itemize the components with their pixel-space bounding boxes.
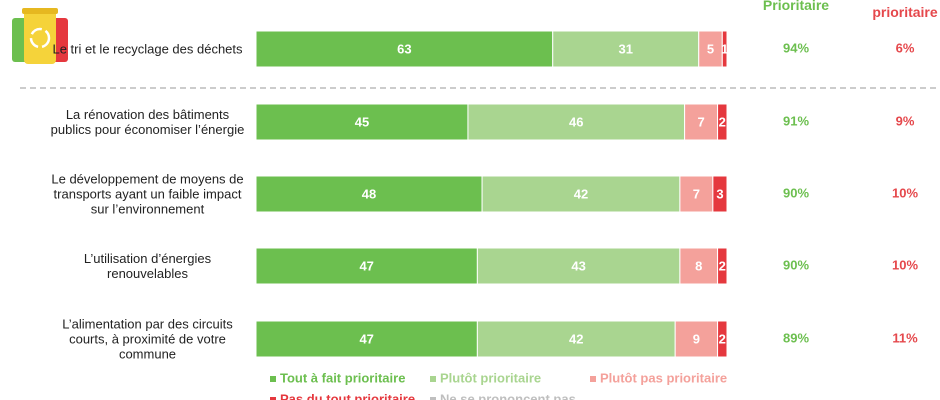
legend-marker [270,376,276,382]
bar-segment [255,30,554,68]
summary-value: 91% [783,113,809,128]
summary-value: 90% [783,185,809,200]
summary-value: 6% [896,40,915,55]
summary-value: 10% [892,257,918,272]
segment-label: 9 [693,331,700,346]
segment-label: 7 [697,114,704,129]
segment-label: 1 [721,41,728,56]
summary-value: 11% [892,330,918,345]
segment-label: 47 [359,258,373,273]
segment-label: 63 [397,41,411,56]
segment-label: 45 [355,114,369,129]
segment-label: 5 [707,41,714,56]
segment-label: 31 [619,41,633,56]
segment-label: 3 [716,186,723,201]
bar-segment [255,320,478,358]
summary-value: 94% [783,40,809,55]
bar-segment [674,320,719,358]
segment-label: 8 [695,258,702,273]
bar-segment [717,247,728,285]
legend-label: Plutôt pas prioritaire [600,370,727,385]
segment-label: 46 [569,114,583,129]
bar-segment [721,30,728,68]
category-label: Le tri et le recyclage des déchets [52,41,243,57]
bar-segment [717,103,728,141]
segment-label: 2 [719,114,726,129]
bar-segment [684,103,719,141]
legend-marker [430,397,436,400]
category-label: L’utilisation d’énergies renouvelables [83,251,212,281]
segment-label: 7 [693,186,700,201]
legend-label: Ne se prononcent pas [440,391,576,400]
segment-label: 2 [719,258,726,273]
segment-label: 48 [362,186,376,201]
category-label: La rénovation des bâtiments publics pour… [50,107,245,137]
segment-label: 42 [569,331,583,346]
recycle-icon [12,8,68,64]
summary-value: 9% [896,113,915,128]
column-header: Pas prioritaire [872,0,938,20]
bar-segment [476,320,676,358]
summary-value: 90% [783,257,809,272]
bar-segment [717,320,728,358]
bar-segment [679,247,719,285]
segment-label: 43 [571,258,585,273]
category-label: L’alimentation par des circuits courts, … [62,316,233,362]
segment-label: 2 [719,331,726,346]
column-header: Prioritaire [762,0,830,13]
summary-value: 89% [783,330,809,345]
summary-value: 10% [892,185,918,200]
bar-segment [255,247,478,285]
bar-segment [255,175,483,213]
bar-segment [255,103,469,141]
legend-label: Tout à fait prioritaire [280,370,405,385]
legend-marker [430,376,436,382]
segment-label: 47 [359,331,373,346]
legend-label: Plutôt prioritaire [440,370,541,385]
bar-segment [679,175,714,213]
segment-label: 42 [574,186,588,201]
category-label: Le développement de moyens de transports… [51,171,244,217]
bar-segment [467,103,686,141]
legend-label: Pas du tout prioritaire [280,391,415,400]
legend-marker [590,376,596,382]
legend-marker [270,397,276,400]
bar-segment [712,175,728,213]
